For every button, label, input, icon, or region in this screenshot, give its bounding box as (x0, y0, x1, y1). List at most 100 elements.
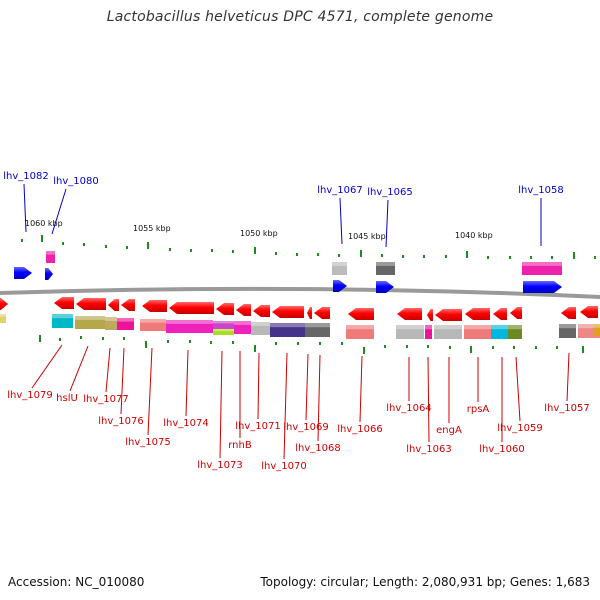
gene-label-lhv_1080[interactable]: lhv_1080 (53, 176, 98, 187)
accession-text: Accession: NC_010080 (8, 575, 145, 589)
cog-color-bar (213, 321, 234, 329)
cog-color-bar-highlight (0, 314, 6, 317)
leader-line (359, 355, 363, 423)
cog-color-bar-highlight (508, 325, 522, 330)
cog-color-bar (251, 322, 270, 335)
gene-label-lhv_1079[interactable]: lhv_1079 (7, 390, 52, 401)
cog-color-bar-highlight (593, 324, 600, 328)
cog-color-bar (332, 262, 347, 275)
cog-color-bar-highlight (75, 316, 105, 320)
cog-color-bar (105, 317, 117, 330)
leader-line (120, 347, 125, 415)
gene-label-lhv_1076[interactable]: lhv_1076 (98, 416, 143, 427)
cog-color-bar-highlight (332, 262, 347, 266)
reverse-gene-arrow (142, 300, 167, 312)
cog-color-bar-highlight (270, 323, 305, 328)
scale-tick-labels: 1060 kbp 1055 kbp 1050 kbp 1045 kbp 1040 kbp (25, 219, 493, 241)
reverse-gene-arrow (272, 306, 304, 318)
reverse-gene-arrow (493, 308, 507, 320)
gene-label-lhv_1057[interactable]: lhv_1057 (544, 403, 589, 414)
reverse-gene-arrow (465, 308, 490, 320)
gene-label-hslU[interactable]: hslU (56, 393, 78, 404)
gene-label-lhv_1064[interactable]: lhv_1064 (386, 403, 431, 414)
cog-color-bar-highlight (305, 323, 330, 328)
cog-color-bar (396, 325, 424, 339)
reverse-gene-arrow (0, 298, 8, 310)
forward-gene-arrow (333, 280, 347, 292)
cog-color-bar (305, 323, 330, 337)
reverse-gene-arrow (216, 303, 234, 315)
gene-arrows (0, 267, 598, 321)
cog-color-bar-highlight (346, 325, 374, 330)
cog-color-bar-highlight (117, 318, 134, 322)
gene-label-rnhB[interactable]: rnhB (228, 440, 252, 451)
gene-label-lhv_1066[interactable]: lhv_1066 (337, 424, 382, 435)
gene-label-lhv_1065[interactable]: lhv_1065 (367, 187, 412, 198)
leader-line (23, 183, 27, 233)
gene-label-lhv_1073[interactable]: lhv_1073 (197, 460, 242, 471)
gene-label-lhv_1082[interactable]: lhv_1082 (3, 171, 48, 182)
gene-label-lhv_1058[interactable]: lhv_1058 (518, 185, 563, 196)
gene-label-lhv_1060[interactable]: lhv_1060 (479, 444, 524, 455)
cog-color-bar (213, 329, 234, 335)
reverse-gene-arrow (76, 298, 106, 310)
reverse-gene-arrow (561, 307, 576, 319)
reverse-gene-arrow (580, 306, 598, 318)
reverse-gene-arrow (108, 299, 119, 311)
leader-line (105, 347, 111, 393)
reverse-gene-arrow (236, 304, 251, 316)
label-leader-lines (23, 183, 570, 460)
cog-color-bar-highlight (434, 325, 462, 330)
cog-color-bar (52, 314, 73, 328)
gene-label-rpsA[interactable]: rpsA (467, 404, 490, 415)
leader-line (305, 353, 309, 421)
map-title: Lactobacillus helveticus DPC 4571, compl… (106, 9, 494, 25)
scale-ticks (21, 235, 596, 354)
cog-color-bar-highlight (213, 329, 234, 331)
cog-color-bar (234, 321, 251, 334)
gene-label-engA[interactable]: engA (436, 425, 462, 436)
cog-color-bar (75, 316, 105, 329)
leader-line (257, 352, 260, 420)
reverse-gene-arrow (54, 297, 74, 309)
reverse-gene-arrow (121, 299, 135, 311)
cog-color-bar (593, 324, 600, 336)
gene-label-lhv_1071[interactable]: lhv_1071 (235, 421, 280, 432)
cog-color-bar-highlight (491, 325, 508, 330)
cog-color-bar-highlight (52, 314, 73, 319)
gene-label-lhv_1068[interactable]: lhv_1068 (295, 443, 340, 454)
cog-color-bar (559, 324, 576, 338)
leader-line (317, 354, 321, 442)
gene-label-lhv_1077[interactable]: lhv_1077 (83, 394, 128, 405)
cog-category-bars (0, 251, 600, 339)
cog-color-bar (140, 319, 166, 331)
leader-line (427, 356, 430, 443)
forward-gene-arrow (45, 268, 53, 280)
gene-label-lhv_1059[interactable]: lhv_1059 (497, 423, 542, 434)
cog-color-bar (346, 325, 374, 339)
forward-gene-arrow (376, 281, 394, 293)
reverse-gene-arrow (435, 309, 462, 321)
forward-gene-arrow (523, 281, 562, 293)
cog-color-bar (425, 325, 432, 339)
cog-color-bar-highlight (464, 325, 491, 330)
cog-color-bar-highlight (140, 319, 166, 323)
reverse-gene-arrow (348, 308, 374, 320)
gene-label-lhv_1063[interactable]: lhv_1063 (406, 444, 451, 455)
reverse-gene-arrow (397, 308, 422, 320)
cog-color-bar (522, 262, 562, 275)
gene-label-lhv_1069[interactable]: lhv_1069 (283, 422, 328, 433)
cog-color-bar-highlight (522, 262, 562, 266)
gene-label-lhv_1067[interactable]: lhv_1067 (317, 185, 362, 196)
gene-label-lhv_1075[interactable]: lhv_1075 (125, 437, 170, 448)
gene-label-lhv_1070[interactable]: lhv_1070 (261, 461, 306, 472)
scale-tick-label: 1055 kbp (133, 224, 171, 233)
leader-line (31, 344, 63, 389)
forward-gene-arrow (14, 267, 32, 279)
gene-labels: lhv_1082 lhv_1080 lhv_1067 lhv_1065 lhv_1058… (3, 171, 589, 472)
leader-line (219, 350, 223, 459)
leader-line (147, 347, 153, 436)
cog-color-bar-highlight (213, 321, 234, 324)
gene-label-lhv_1074[interactable]: lhv_1074 (163, 418, 208, 429)
